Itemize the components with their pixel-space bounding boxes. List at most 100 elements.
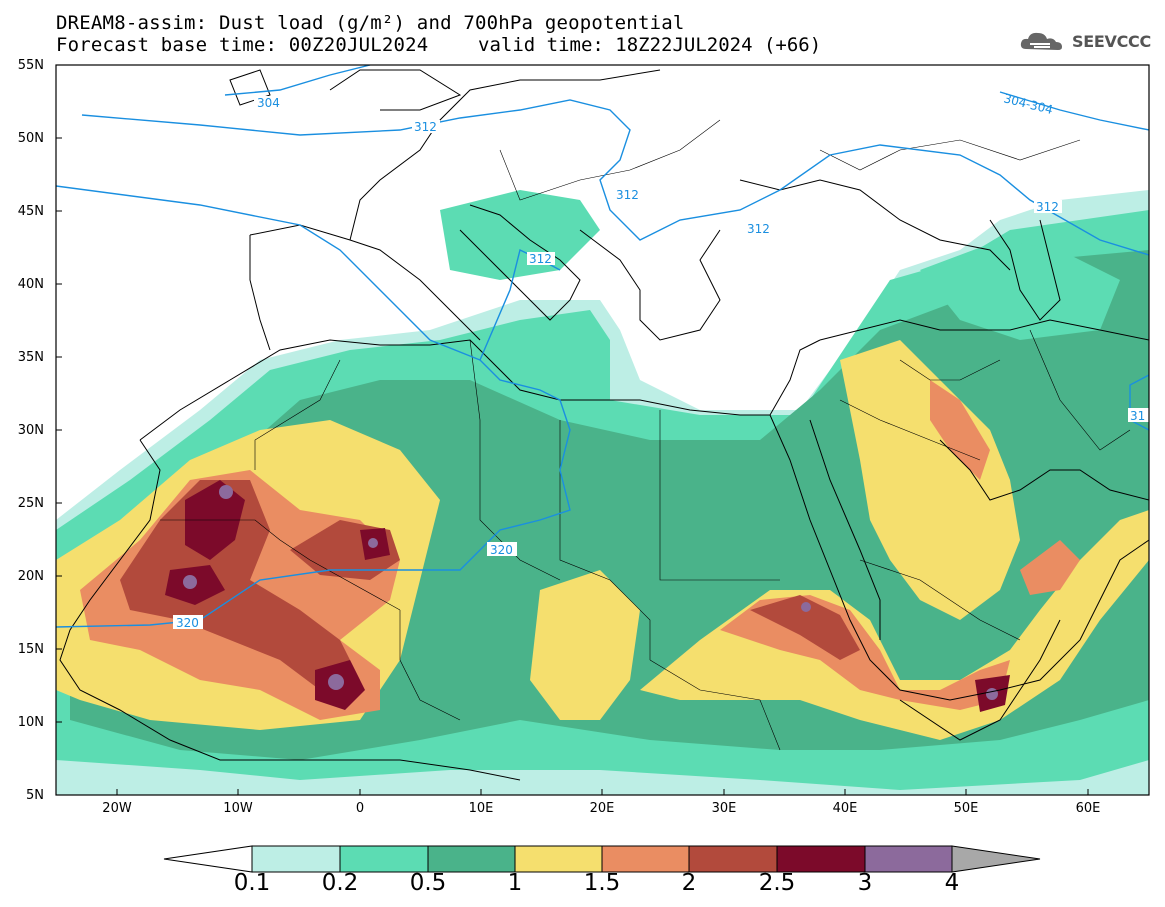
contour-label: 304 bbox=[257, 96, 280, 110]
border-morocco bbox=[254, 359, 341, 470]
contour-label: 312 bbox=[529, 252, 552, 266]
border-eastern-europe bbox=[819, 139, 1081, 171]
valid-time: valid time: 18Z22JUL2024 (+66) bbox=[478, 34, 822, 56]
colorbar-low-arrow bbox=[163, 845, 253, 873]
horn-of-africa bbox=[899, 619, 1061, 741]
colorbar-label: 2.5 bbox=[758, 870, 796, 896]
dust-level-2-sudan bbox=[750, 595, 860, 660]
colorbar-swatch bbox=[339, 845, 429, 873]
lon-tick-label: 60E bbox=[1075, 801, 1101, 816]
cloud-logo-icon bbox=[1020, 32, 1062, 50]
red-sea-east bbox=[809, 419, 881, 640]
britain-coast bbox=[329, 69, 462, 111]
lon-tick-label: 50E bbox=[953, 801, 979, 816]
dust-level-1-chad bbox=[530, 570, 640, 720]
border-syria bbox=[899, 359, 1001, 381]
colorbar-swatch bbox=[427, 845, 516, 873]
country-borders bbox=[160, 119, 1131, 751]
dust-level-0.2 bbox=[440, 190, 600, 280]
colorbar-swatch bbox=[688, 845, 778, 873]
colorbar-label: 1 bbox=[507, 870, 523, 896]
coastlines bbox=[59, 69, 1149, 781]
border-mauritania bbox=[160, 519, 401, 611]
lat-tick-label: 35N bbox=[17, 350, 44, 365]
contour-label: 312 bbox=[414, 120, 437, 134]
colorbar-label: 3 bbox=[857, 870, 873, 896]
italy-coast bbox=[459, 204, 581, 321]
red-sea-coast bbox=[769, 414, 1149, 701]
contour-label: 320 bbox=[176, 616, 199, 630]
colorbar-swatch bbox=[251, 845, 341, 873]
colorbar-label: 0.1 bbox=[233, 870, 271, 896]
border-yemen bbox=[859, 559, 1021, 641]
black-sea-coast bbox=[739, 179, 1011, 271]
portugal-coast bbox=[249, 235, 271, 351]
axis-ticks bbox=[56, 64, 1089, 795]
border-algeria-libya bbox=[469, 339, 561, 581]
colorbar-label: 1.5 bbox=[583, 870, 621, 896]
dust-level-3-b bbox=[183, 575, 197, 589]
contour-320 bbox=[56, 359, 571, 628]
colorbar bbox=[163, 845, 1041, 873]
colorbar-label: 0.5 bbox=[409, 870, 447, 896]
contour-304 bbox=[224, 65, 371, 96]
dust-level-3-a bbox=[219, 485, 233, 499]
contour-label: 312 bbox=[747, 222, 770, 236]
lon-tick-label: 40E bbox=[832, 801, 858, 816]
contour-label: 320 bbox=[490, 543, 513, 557]
lon-tick-label: 20W bbox=[102, 801, 132, 816]
contour-304-east bbox=[999, 91, 1149, 131]
contour-label: 31 bbox=[1130, 409, 1145, 423]
dust-level-1.5-iraq bbox=[930, 380, 990, 480]
lat-tick-label: 50N bbox=[17, 131, 44, 146]
border-iraq-saudi bbox=[839, 399, 981, 461]
dust-level-1.5-oman bbox=[1020, 540, 1080, 595]
lon-tick-label: 20E bbox=[589, 801, 615, 816]
turkey-coast bbox=[819, 319, 1149, 341]
border-mali-niger bbox=[399, 610, 461, 721]
chart-title: DREAM8-assim: Dust load (g/m²) and 700hP… bbox=[56, 12, 685, 34]
lat-tick-label: 15N bbox=[17, 642, 44, 657]
lat-tick-label: 25N bbox=[17, 496, 44, 511]
dust-level-1-arabia bbox=[840, 340, 1020, 620]
colorbar-label: 0.2 bbox=[321, 870, 359, 896]
lat-tick-label: 20N bbox=[17, 569, 44, 584]
dust-level-3-c bbox=[328, 674, 344, 690]
caspian-coast bbox=[989, 219, 1061, 321]
lat-tick-label: 10N bbox=[17, 715, 44, 730]
persian-gulf bbox=[939, 439, 1149, 501]
colorbar-high-arrow bbox=[951, 845, 1041, 873]
balkans-coast bbox=[579, 229, 721, 341]
contour-312-south bbox=[56, 185, 561, 361]
colorbar-swatch bbox=[776, 845, 866, 873]
lon-tick-label: 30E bbox=[711, 801, 737, 816]
colorbar-label: 4 bbox=[944, 870, 960, 896]
contour-31-east bbox=[1129, 374, 1149, 431]
lon-tick-label: 10E bbox=[468, 801, 494, 816]
lon-tick-label: 10W bbox=[223, 801, 253, 816]
dust-level-1-east bbox=[640, 510, 1149, 740]
dust-level-3-f bbox=[986, 688, 998, 700]
logo-text: SEEVCCC bbox=[1072, 31, 1151, 51]
border-iran bbox=[1029, 329, 1131, 451]
lon-tick-label: 0 bbox=[355, 801, 365, 816]
dust-level-3-d bbox=[368, 538, 378, 548]
lat-tick-label: 40N bbox=[17, 277, 44, 292]
colorbar-swatch bbox=[864, 845, 953, 873]
forecast-base-time: Forecast base time: 00Z20JUL2024 bbox=[56, 34, 429, 56]
west-africa-coast bbox=[59, 439, 521, 781]
lat-tick-label: 30N bbox=[17, 423, 44, 438]
contour-label: 312 bbox=[1036, 200, 1059, 214]
colorbar-label: 2 bbox=[681, 870, 697, 896]
colorbar-swatch bbox=[514, 845, 603, 873]
border-egypt bbox=[659, 410, 780, 581]
seevccc-logo: SEEVCCC bbox=[1018, 28, 1151, 54]
dust-level-2-west bbox=[120, 480, 360, 690]
contour-label: 312 bbox=[616, 188, 639, 202]
lat-tick-label: 5N bbox=[26, 788, 44, 803]
colorbar-swatch bbox=[601, 845, 690, 873]
lat-tick-label: 45N bbox=[17, 204, 44, 219]
ireland-coast bbox=[229, 69, 271, 106]
lat-tick-label: 55N bbox=[17, 58, 44, 73]
